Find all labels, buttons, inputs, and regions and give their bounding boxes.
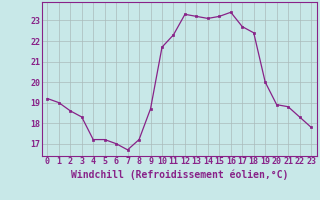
X-axis label: Windchill (Refroidissement éolien,°C): Windchill (Refroidissement éolien,°C) <box>70 169 288 180</box>
